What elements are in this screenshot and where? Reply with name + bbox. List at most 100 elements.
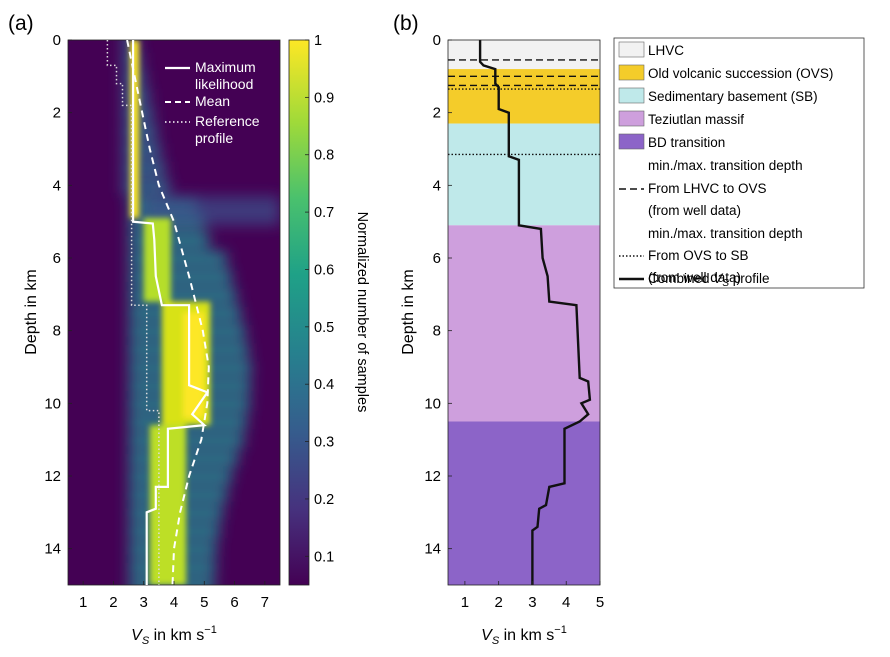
legend-ml-text-2: likelihood xyxy=(195,76,253,92)
layer-sedimentary xyxy=(448,123,600,226)
legend-tez-text: Teziutlan massif xyxy=(648,112,744,127)
y-tick-label-a: 4 xyxy=(53,177,61,194)
x-tick-label-a: 6 xyxy=(230,594,238,611)
x-axis-label-b-rest: in km s xyxy=(499,627,554,644)
x-tick-label-b: 2 xyxy=(494,594,502,611)
legend-minmax-2: min./max. transition depth xyxy=(648,226,803,241)
legend-sb-swatch xyxy=(618,87,645,104)
heatmap-glow-band xyxy=(122,179,170,194)
cb-tick-label: 0.1 xyxy=(314,549,334,565)
y-tick-label-b: 6 xyxy=(433,250,441,267)
x-axis-label-a-rest: in km s xyxy=(149,627,204,644)
combined-vs-profile xyxy=(478,40,592,585)
legend-combined: Combined VS profile xyxy=(619,271,770,289)
heatmap-core xyxy=(130,40,140,219)
y-tick-label-b: 4 xyxy=(433,177,441,194)
panel-b-lines xyxy=(448,40,600,585)
x-axis-label-a-s: S xyxy=(142,635,150,647)
x-tick-label-a: 3 xyxy=(140,594,148,611)
legend-ovs-swatch xyxy=(618,64,645,81)
legend-lhvc-swatch xyxy=(618,41,645,58)
legend-box xyxy=(613,37,865,289)
cb-tick-label: 0.2 xyxy=(314,492,334,508)
layer-bd xyxy=(448,421,600,585)
panel-b-label: (b) xyxy=(393,12,419,35)
panel-a-legend: Maximum likelihood Mean Reference profil… xyxy=(165,59,260,146)
legend-ovs-sb: From OVS to SB xyxy=(648,248,749,263)
layer-lhvc xyxy=(448,40,600,70)
x-axis-label-a-v: V xyxy=(131,627,143,644)
plot-b-frame xyxy=(447,39,601,586)
y-tick-label-a: 8 xyxy=(53,323,61,340)
y-tick-label-a: 14 xyxy=(44,541,61,558)
legend-ovs-text: Old volcanic succession (OVS) xyxy=(648,66,833,81)
x-axis-label-a-exp: −1 xyxy=(204,624,217,636)
mean-line xyxy=(126,40,210,585)
y-tick-label-b: 14 xyxy=(424,541,441,558)
heatmap-glow-band xyxy=(122,161,165,176)
legend-combined-s: S xyxy=(722,278,729,289)
x-tick-label-b: 1 xyxy=(461,594,469,611)
y-tick-label-b: 10 xyxy=(424,395,441,412)
y-tick-label-b: 8 xyxy=(433,323,441,340)
cb-tick-label: 1 xyxy=(314,33,322,49)
y-tick-label-a: 0 xyxy=(53,32,61,49)
x-axis-label-b: VS in km s−1 xyxy=(481,624,567,647)
heatmap-glow-band xyxy=(122,124,157,139)
layer-teziutlan xyxy=(448,225,600,422)
legend-combined-part1: Combined xyxy=(648,271,713,286)
cb-tick-label: 0.3 xyxy=(314,435,334,451)
y-tick-label-a: 12 xyxy=(44,468,61,485)
y-tick-label-a: 6 xyxy=(53,250,61,267)
heatmap-background xyxy=(68,40,280,585)
x-axis-label-b-exp: −1 xyxy=(554,624,567,636)
y-tick-label-b: 2 xyxy=(433,105,441,122)
panel-b-legend: LHVC Old volcanic succession (OVS) Sedim… xyxy=(613,37,865,289)
legend-bd-text: BD transition xyxy=(648,135,725,150)
cb-tick-label: 0.4 xyxy=(314,377,334,393)
y-axis-label-a: Depth in km xyxy=(23,269,40,354)
cb-tick-label: 0.7 xyxy=(314,205,334,221)
colorbar-label: Normalized number of samples xyxy=(354,212,370,413)
x-tick-label-b: 3 xyxy=(528,594,536,611)
legend-well-1: (from well data) xyxy=(648,203,741,218)
heatmap-core xyxy=(143,218,171,302)
legend-lhvc-text: LHVC xyxy=(648,43,684,58)
x-axis-label-a: VS in km s−1 xyxy=(131,624,217,647)
panel-a-label: (a) xyxy=(8,12,34,35)
colorbar-ticks: 0.1 0.2 0.3 0.4 0.5 0.6 0.7 0.8 0.9 1 xyxy=(305,33,334,565)
x-tick-label-a: 1 xyxy=(79,594,87,611)
y-tick-label-b: 12 xyxy=(424,468,441,485)
x-axis-label-b-s: S xyxy=(492,635,500,647)
cb-tick-label: 0.6 xyxy=(314,262,334,278)
panel-b-layers xyxy=(448,40,600,585)
legend-combined-v: V xyxy=(713,271,724,286)
legend-ml-text-1: Maximum xyxy=(195,59,256,75)
x-tick-label-a: 4 xyxy=(170,594,178,611)
y-tick-label-a: 2 xyxy=(53,105,61,122)
legend-minmax-1: min./max. transition depth xyxy=(648,158,803,173)
cb-tick-label: 0.5 xyxy=(314,320,334,336)
x-tick-label-a: 7 xyxy=(261,594,269,611)
legend-bd-swatch xyxy=(618,133,645,150)
legend-ref-text-1: Reference xyxy=(195,113,260,129)
x-axis-label-b-v: V xyxy=(481,627,493,644)
heatmap-glow-band xyxy=(128,252,227,266)
y-axis-label-b: Depth in km xyxy=(400,269,417,354)
layer-old xyxy=(448,69,600,124)
legend-well-2: (from well data) xyxy=(648,270,741,285)
x-tick-label-a: 2 xyxy=(109,594,117,611)
legend-combined-part2: profile xyxy=(729,271,770,286)
legend-tez-swatch xyxy=(618,110,645,127)
y-tick-label-a: 10 xyxy=(44,395,61,412)
legend-sb-text: Sedimentary basement (SB) xyxy=(648,89,818,104)
legend-mean-text: Mean xyxy=(195,93,230,109)
x-tick-label-b: 4 xyxy=(562,594,570,611)
heatmap-glow-band xyxy=(122,143,161,157)
legend-ref-text-2: profile xyxy=(195,130,233,146)
colorbar xyxy=(288,39,310,586)
legend-lhvc-ovs: From LHVC to OVS xyxy=(648,181,767,196)
